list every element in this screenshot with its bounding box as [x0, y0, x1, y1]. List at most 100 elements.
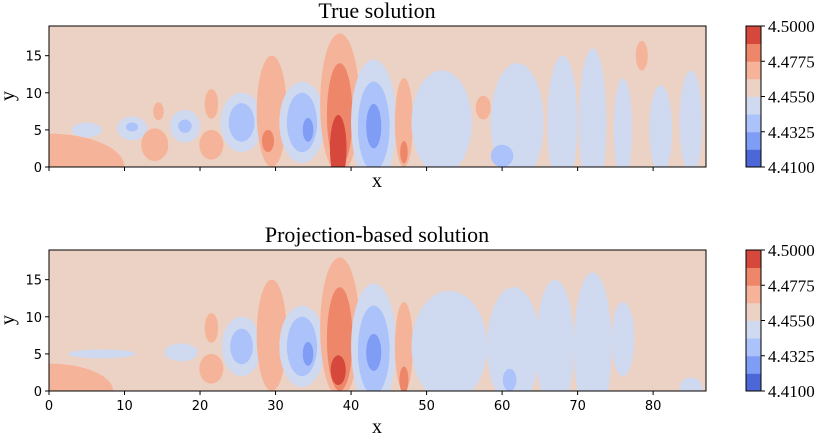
y-tick-label: 10 — [25, 311, 42, 326]
contour-region — [613, 77, 632, 167]
contour-region — [394, 77, 413, 167]
y-axis-label: y — [0, 315, 19, 325]
contour-region — [635, 40, 648, 71]
contour-region — [487, 287, 540, 391]
colorbar-tick-label: 4.4100 — [768, 382, 815, 401]
colorbar: 4.4100 4.4325 4.4550 4.4775 4.5000 — [745, 241, 815, 401]
colorbar-tick-label: 4.5000 — [768, 241, 815, 260]
x-tick-label: 50 — [418, 399, 435, 414]
colorbar-segment — [746, 373, 761, 392]
colorbar-segment — [746, 131, 761, 150]
contour-region — [611, 301, 635, 377]
contour-region — [679, 377, 703, 391]
x-tick-label: 0 — [45, 399, 53, 414]
contour-region — [49, 363, 114, 391]
colorbar-tick-label: 4.4775 — [768, 276, 815, 295]
contour-region — [547, 55, 578, 167]
colorbar-segment — [746, 26, 761, 45]
contour-region — [400, 141, 408, 164]
colorbar-tick-label: 4.5000 — [768, 17, 815, 36]
colorbar-segment — [746, 302, 761, 321]
colorbar-tick-label: 4.4550 — [768, 88, 815, 107]
x-tick-label: 30 — [267, 399, 284, 414]
x-axis: 0 10 20 30 40 50 60 70 80 — [45, 391, 662, 414]
x-axis — [48, 167, 654, 171]
colorbar-segment — [746, 320, 761, 339]
contour-region — [573, 272, 612, 391]
colorbar-segment — [746, 61, 761, 80]
contour-region — [536, 279, 574, 391]
contour-region — [579, 48, 607, 167]
contour-region — [490, 63, 544, 167]
contour-region — [230, 328, 253, 365]
contour-region — [49, 133, 125, 167]
contour-region — [286, 92, 318, 153]
plot-frame — [48, 249, 707, 392]
y-tick-label: 5 — [34, 348, 42, 363]
contour-region — [261, 129, 275, 153]
colorbar-tick-label: 4.4775 — [768, 52, 815, 71]
contour-region — [502, 368, 517, 391]
y-axis: 0 5 10 15 — [25, 50, 49, 176]
colorbar-segment — [746, 96, 761, 115]
contour-region — [490, 144, 514, 167]
contour-region — [286, 316, 318, 377]
contour-region — [411, 290, 487, 391]
y-tick-label: 0 — [34, 385, 42, 400]
y-axis: 0 5 10 15 — [25, 274, 49, 400]
panel-title: True solution — [318, 0, 435, 23]
y-axis-label: y — [0, 91, 19, 101]
contour-region — [394, 301, 413, 391]
colorbar-segment — [746, 355, 761, 374]
colorbar-segment — [746, 250, 761, 269]
contour-region — [199, 353, 224, 384]
y-tick-label: 5 — [34, 124, 42, 139]
contour-region — [399, 366, 409, 391]
panel-title: Projection-based solution — [265, 222, 489, 247]
colorbar-tick-label: 4.4325 — [768, 347, 815, 366]
plot-frame — [48, 25, 707, 168]
contour-region — [71, 122, 102, 138]
colorbar-tick-label: 4.4550 — [768, 312, 815, 331]
contour-region — [126, 122, 139, 132]
contour-region — [411, 70, 472, 167]
x-tick-label: 60 — [494, 399, 511, 414]
colorbar: 4.4100 4.4325 4.4550 4.4775 4.5000 — [745, 17, 815, 177]
contour-region — [164, 343, 198, 362]
contour-region — [199, 129, 224, 160]
colorbar-tick-label: 4.4100 — [768, 158, 815, 177]
colorbar-segment — [746, 78, 761, 97]
contour-region — [204, 89, 219, 119]
colorbar-segment — [746, 267, 761, 286]
panel-projection-based-solution: Projection-based solution 0 10 20 30 40 50 60 7… — [0, 222, 815, 436]
colorbar-segment — [746, 114, 761, 133]
y-tick-label: 0 — [34, 161, 42, 176]
y-tick-label: 15 — [25, 50, 42, 65]
x-tick-label: 70 — [569, 399, 586, 414]
y-tick-label: 15 — [25, 274, 42, 289]
contour-region — [302, 342, 314, 366]
x-tick-label: 80 — [645, 399, 662, 414]
colorbar-segment — [746, 285, 761, 304]
x-tick-label: 20 — [192, 399, 209, 414]
colorbar-segment — [746, 338, 761, 357]
contour-region — [330, 355, 346, 386]
contour-region — [256, 279, 287, 391]
contour-field — [49, 26, 706, 167]
x-axis-label: x — [372, 416, 382, 436]
x-tick-label: 40 — [343, 399, 360, 414]
contour-region — [153, 102, 164, 121]
x-axis-label: x — [372, 170, 382, 192]
x-tick-label: 10 — [116, 399, 133, 414]
contour-region — [228, 103, 255, 142]
contour-region — [178, 119, 192, 133]
contour-region — [302, 118, 314, 142]
contour-region — [366, 333, 382, 371]
contour-field — [49, 250, 706, 391]
contour-region — [649, 85, 673, 167]
colorbar-tick-label: 4.4325 — [768, 123, 815, 142]
y-tick-label: 10 — [25, 87, 42, 102]
contour-region — [366, 103, 382, 149]
